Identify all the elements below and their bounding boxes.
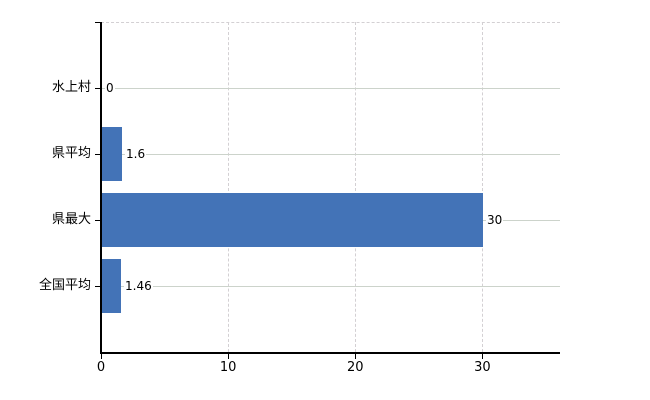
horizontal-gridline bbox=[102, 154, 560, 155]
x-tick-label: 20 bbox=[347, 360, 364, 375]
horizontal-gridline bbox=[102, 88, 560, 89]
category-label: 全国平均 bbox=[38, 278, 91, 293]
category-label: 水上村 bbox=[51, 80, 91, 95]
y-axis-line bbox=[100, 22, 102, 352]
vertical-gridline bbox=[228, 22, 230, 352]
x-axis-tick bbox=[101, 353, 102, 359]
y-axis-tick bbox=[95, 220, 101, 221]
bar bbox=[102, 127, 122, 181]
y-axis-top-tick bbox=[95, 22, 101, 23]
value-label: 0 bbox=[105, 80, 115, 96]
category-label: 県平均 bbox=[51, 146, 91, 161]
horizontal-gridline bbox=[102, 286, 560, 287]
plot-area bbox=[101, 22, 560, 352]
x-tick-label: 10 bbox=[219, 360, 237, 375]
x-tick-label: 0 bbox=[96, 360, 106, 375]
vertical-gridline bbox=[355, 22, 357, 352]
y-axis-tick bbox=[95, 286, 101, 287]
y-axis-tick bbox=[95, 154, 101, 155]
category-label: 県最大 bbox=[51, 212, 91, 227]
value-label: 1.46 bbox=[124, 278, 153, 294]
x-axis-tick bbox=[228, 353, 230, 359]
x-axis-tick bbox=[355, 353, 357, 359]
vertical-gridline bbox=[482, 22, 484, 352]
value-label: 30 bbox=[486, 212, 504, 228]
value-label: 1.6 bbox=[125, 146, 147, 162]
y-axis-tick bbox=[95, 88, 101, 89]
x-tick-label: 30 bbox=[474, 360, 491, 375]
bar bbox=[102, 193, 483, 247]
x-axis-tick bbox=[482, 353, 484, 359]
bar bbox=[102, 259, 121, 313]
x-axis-line bbox=[100, 352, 560, 354]
